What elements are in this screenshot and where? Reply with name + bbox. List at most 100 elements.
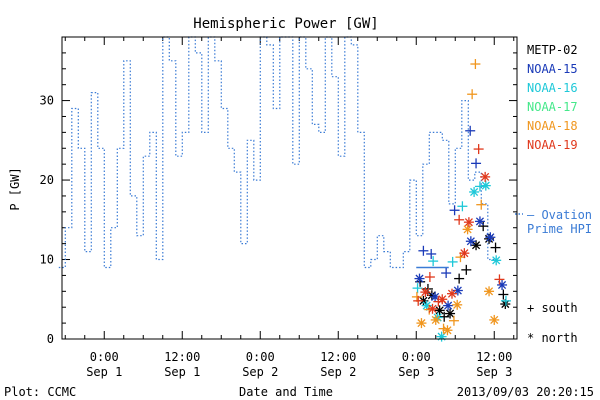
marker-stroke [431,292,440,301]
south-point [441,268,452,279]
marker-stroke [415,274,424,283]
south-point [412,283,423,294]
timestamp: 2013/09/03 20:20:15 [457,385,594,399]
y-tick-label: 30 [40,94,54,108]
north-point [491,255,502,266]
north-point [447,288,457,299]
south-point [457,201,468,212]
north-point [443,300,454,311]
south-point [490,242,501,253]
north-point [471,240,482,251]
marker-stroke [470,187,479,197]
legend-entry-noaa-16: NOAA-16 [527,81,578,95]
south-point [467,89,478,100]
north-point [484,286,495,297]
marker-stroke [463,225,472,234]
marker-stroke [486,233,495,242]
marker-stroke [422,301,431,310]
x-tick-time-label: 12:00 [164,350,200,364]
marker-stroke [453,286,462,295]
x-tick-date-label: Sep 2 [242,365,278,379]
north-point [497,279,508,290]
south-point [473,144,484,155]
north-point [452,299,463,310]
south-point [428,256,439,267]
x-tick-time-label: 0:00 [90,350,119,364]
marker-stroke [419,296,428,305]
south-point [449,205,460,216]
south-point [498,289,509,300]
x-tick-date-label: Sep 1 [86,365,122,379]
x-tick-time-label: 12:00 [476,350,512,364]
ovation-line [58,36,495,269]
south-point [418,245,429,256]
south-point [424,272,435,283]
north-point [489,314,500,325]
marker-stroke [466,237,475,246]
x-tick-date-label: Sep 3 [476,365,512,379]
south-legend: + south [527,301,578,315]
north-point [434,305,445,316]
marker-stroke [492,256,501,265]
x-tick-date-label: Sep 2 [320,365,356,379]
north-legend: * north [527,331,578,345]
marker-stroke [484,287,494,296]
marker-stroke [445,309,455,318]
y-tick-label: 0 [47,332,54,346]
marker-stroke [443,326,452,335]
south-point [470,59,481,70]
north-point [463,217,474,228]
legend-entry-noaa-15: NOAA-15 [527,62,578,76]
north-point [474,216,485,227]
north-point [485,232,496,243]
north-point [480,180,491,191]
marker-stroke [421,288,430,297]
x-tick-time-label: 0:00 [246,350,275,364]
x-axis-title: Date and Time [239,385,333,399]
marker-stroke [427,291,436,300]
marker-stroke [481,172,490,181]
observation-points [411,59,511,342]
marker-stroke [428,304,437,313]
legend-entry-noaa-17: NOAA-17 [527,100,578,114]
y-tick-label: 20 [40,173,54,187]
legend: METP-02 NOAA-15 NOAA-16 NOAA-17 NOAA-18 NOAA-… [515,43,578,215]
north-point [442,325,453,336]
ovation-legend-line2: Prime HPI [527,222,592,236]
y-axis-label: P [GW] [8,167,22,210]
north-point [445,308,456,319]
x-tick-time-label: 0:00 [402,350,431,364]
south-point [426,248,437,259]
south-point [500,295,511,306]
y-tick-label: 10 [40,253,54,267]
south-point [454,273,465,284]
north-point [462,224,473,235]
south-point [454,214,465,225]
x-tick-date-label: Sep 3 [398,365,434,379]
north-point [430,314,441,325]
north-point [416,318,427,329]
x-tick-time-label: 12:00 [320,350,356,364]
north-point [437,294,448,305]
north-point [465,236,476,247]
north-point [469,186,480,197]
south-point [465,125,476,136]
marker-stroke [447,289,457,298]
south-point [471,158,482,169]
x-tick-date-label: Sep 1 [164,365,200,379]
north-point [459,248,470,259]
marker-stroke [438,295,447,304]
legend-entry-metp-02: METP-02 [527,43,578,57]
south-point [461,264,472,275]
marker-stroke [453,300,462,309]
south-point [447,256,458,267]
south-point [413,295,424,306]
marker-stroke [417,319,426,328]
marker-stroke [497,280,507,290]
south-point [474,181,485,192]
marker-stroke [501,299,510,309]
legend-entry-noaa-18: NOAA-18 [527,119,578,133]
plot-credit: Plot: CCMC [4,385,76,399]
